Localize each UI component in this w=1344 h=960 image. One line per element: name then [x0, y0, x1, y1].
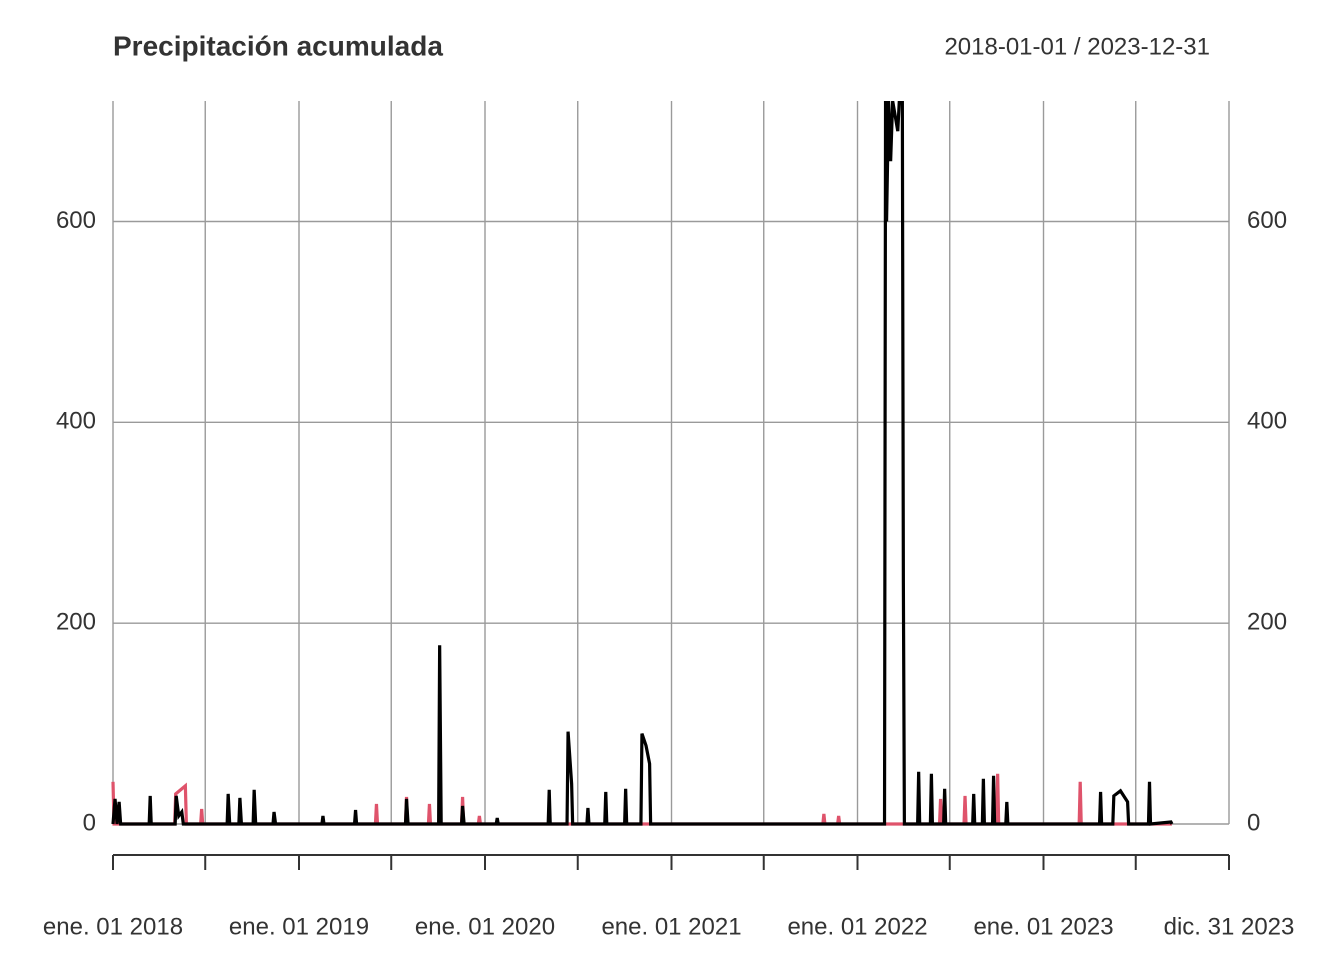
x-tick-label: ene. 01 2019 [229, 913, 369, 940]
y2-tick-label: 200 [1247, 609, 1287, 636]
axes: 0 200 400 600 0 200 400 600 ene. 01 2018 ene. 01 … [43, 207, 1294, 941]
x-tick-label: ene. 01 2021 [601, 913, 741, 940]
y2-tick-label: 600 [1247, 207, 1287, 234]
x-tick-label: ene. 01 2023 [973, 913, 1113, 940]
x-tick-label: ene. 01 2018 [43, 913, 183, 940]
y2-tick-label: 400 [1247, 408, 1287, 435]
chart-title: Precipitación acumulada [113, 30, 443, 61]
x-tick-label: ene. 01 2022 [787, 913, 927, 940]
date-range: 2018-01-01 / 2023-12-31 [944, 33, 1210, 60]
grid [112, 101, 1230, 825]
y-tick-label: 600 [56, 207, 96, 234]
x-tick-label: dic. 31 2023 [1164, 913, 1295, 940]
y2-tick-label: 0 [1247, 809, 1260, 836]
y-tick-label: 0 [83, 809, 96, 836]
y-tick-label: 200 [56, 609, 96, 636]
x-tick-label: ene. 01 2020 [415, 913, 555, 940]
plot-area [111, 101, 1174, 826]
y-tick-label: 400 [56, 408, 96, 435]
series-line [111, 101, 1174, 826]
